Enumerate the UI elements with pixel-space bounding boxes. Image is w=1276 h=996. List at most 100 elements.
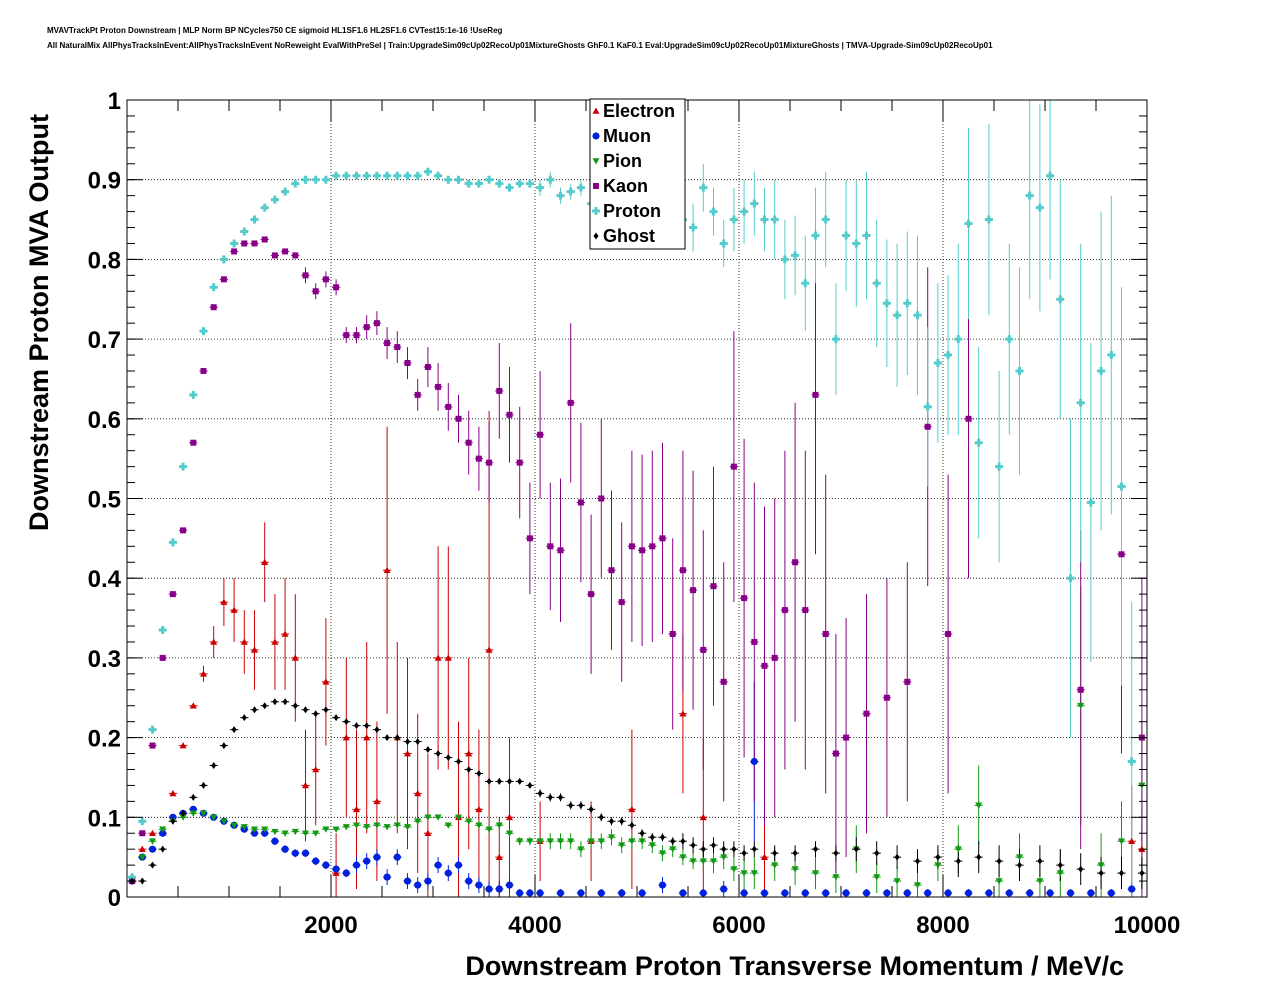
tick-labels: 0 0.1 0.2 0.3 0.4 0.5 0.6 0.7 0.8 0.9 1 2000 4000 600…	[88, 88, 1181, 939]
electron-point	[414, 789, 422, 797]
muon-point	[363, 857, 371, 865]
muon-point	[465, 877, 473, 885]
electron-point	[251, 646, 258, 653]
data-markers	[128, 167, 1146, 897]
muon-point	[373, 853, 381, 861]
proton-point	[852, 239, 861, 248]
pion-point	[1036, 878, 1044, 885]
pion-point	[516, 838, 524, 845]
ghost-point	[915, 857, 920, 865]
electron-point	[342, 734, 350, 741]
kaon-point	[404, 360, 411, 367]
y-tick-label: 0.6	[88, 407, 121, 434]
legend-marker-proton	[592, 207, 600, 215]
y-tick-label: 0.2	[88, 726, 121, 753]
ghost-point	[609, 817, 614, 825]
muon-point	[638, 889, 646, 897]
proton-point	[933, 359, 942, 368]
electron-point	[291, 654, 299, 661]
proton-point	[882, 299, 891, 308]
kaon-point	[557, 547, 564, 554]
pion-point	[699, 858, 707, 865]
muon-point	[301, 849, 310, 857]
proton-point	[362, 171, 371, 180]
ghost-point	[711, 841, 716, 849]
muon-point	[944, 889, 952, 897]
muon-point	[454, 861, 463, 869]
x-tick-label: 8000	[916, 912, 969, 939]
chart-title-line-2: All NaturalMix AllPhysTracksInEvent:AllP…	[47, 41, 993, 50]
electron-point	[506, 813, 513, 821]
pion-point	[434, 814, 442, 821]
muon-point	[1005, 889, 1013, 897]
proton-point	[1097, 366, 1106, 375]
kaon-point	[649, 543, 656, 550]
proton-point	[546, 175, 555, 184]
proton-point	[240, 227, 249, 236]
electron-point	[679, 710, 687, 717]
muon-point	[444, 869, 452, 877]
ghost-point	[874, 849, 880, 857]
kaon-point	[159, 654, 166, 661]
muon-point	[883, 889, 891, 897]
proton-point	[1107, 351, 1116, 360]
ghost-point	[292, 702, 298, 710]
legend-box	[589, 98, 686, 250]
x-tick-label: 4000	[508, 912, 561, 939]
muon-point	[658, 881, 667, 889]
pion-point	[720, 854, 728, 861]
kaon-point	[506, 411, 513, 418]
proton-point	[260, 203, 269, 212]
proton-point	[342, 171, 351, 180]
pion-point	[251, 826, 258, 833]
muon-point	[403, 877, 412, 885]
ghost-point	[241, 714, 247, 722]
y-axis-label: Downstream Proton MVA Output	[24, 114, 54, 531]
muon-point	[414, 881, 422, 889]
proton-point	[332, 171, 341, 180]
electron-point	[149, 829, 156, 837]
muon-point	[842, 889, 850, 897]
ghost-point	[190, 793, 196, 801]
proton-point	[128, 873, 137, 882]
proton-point	[944, 351, 953, 360]
pion-point	[261, 826, 269, 833]
pion-point	[710, 858, 717, 865]
proton-point	[903, 299, 912, 308]
muon-point	[985, 889, 993, 897]
kaon-point	[965, 415, 972, 422]
y-tick-label: 0	[108, 885, 121, 912]
proton-point	[372, 171, 381, 180]
legend-label-kaon: Kaon	[603, 176, 648, 196]
ghost-point	[272, 698, 278, 706]
proton-point	[556, 191, 565, 200]
proton-point	[923, 402, 932, 411]
proton-point	[158, 626, 167, 635]
kaon-point	[1118, 551, 1125, 558]
ghost-point	[517, 777, 523, 785]
muon-point	[516, 889, 524, 897]
proton-point	[434, 171, 443, 180]
electron-point	[312, 765, 320, 773]
pion-point	[506, 830, 513, 837]
ghost-point	[180, 809, 186, 817]
ghost-point	[476, 769, 482, 777]
kaon-point	[516, 459, 523, 466]
chart-title-line-1: MVAVTrackPt Proton Downstream | MLP Norm…	[47, 26, 503, 35]
x-tick-label: 2000	[304, 912, 357, 939]
electron-point	[189, 702, 197, 709]
ghost-point	[1017, 861, 1022, 869]
kaon-point	[302, 272, 309, 279]
kaon-point	[577, 499, 584, 506]
kaon-point	[139, 830, 146, 837]
proton-point	[138, 817, 147, 826]
kaon-point	[802, 607, 809, 614]
ghost-point	[333, 714, 339, 722]
ghost-point	[833, 849, 839, 857]
ghost-point	[1098, 869, 1104, 877]
muon-point	[924, 889, 932, 897]
proton-point	[872, 279, 881, 288]
proton-point	[719, 239, 728, 248]
proton-point	[321, 175, 330, 184]
